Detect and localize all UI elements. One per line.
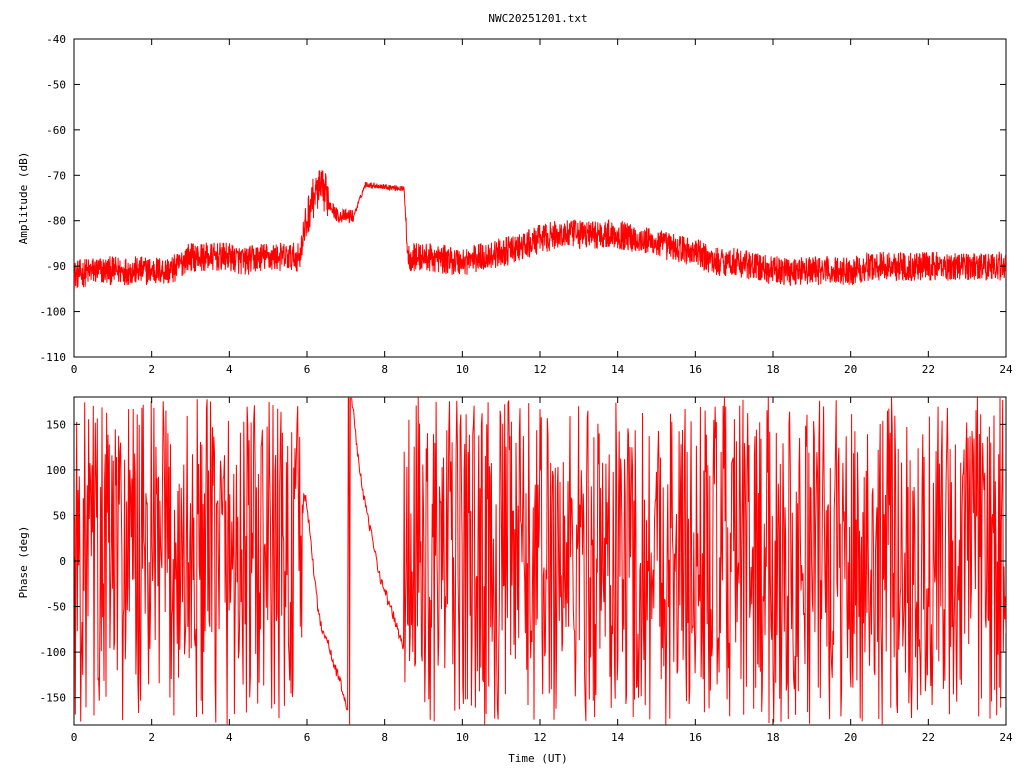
time-axis-title: Time (UT) <box>508 752 568 765</box>
phase-x-tick-label: 18 <box>766 731 779 744</box>
phase-x-tick-label: 8 <box>381 731 388 744</box>
phase-y-tick-label: -100 <box>40 646 67 659</box>
amplitude-x-tick-label: 22 <box>922 363 935 376</box>
phase-x-tick-label: 12 <box>533 731 546 744</box>
phase-series-line <box>74 397 1006 725</box>
amplitude-x-tick-label: 8 <box>381 363 388 376</box>
phase-x-tick-label: 10 <box>456 731 469 744</box>
phase-y-tick-label: -50 <box>46 601 66 614</box>
phase-y-tick-label: 150 <box>46 418 66 431</box>
amplitude-x-tick-label: 10 <box>456 363 469 376</box>
amplitude-x-tick-label: 18 <box>766 363 779 376</box>
phase-y-tick-label: 50 <box>53 509 66 522</box>
amplitude-x-tick-label: 20 <box>844 363 857 376</box>
chart-title: NWC20251201.txt <box>488 12 587 25</box>
phase-x-tick-label: 16 <box>689 731 702 744</box>
amplitude-y-tick-label: -70 <box>46 169 66 182</box>
phase-x-tick-label: 20 <box>844 731 857 744</box>
phase-x-tick-label: 4 <box>226 731 233 744</box>
amplitude-x-tick-label: 24 <box>999 363 1013 376</box>
amplitude-y-tick-label: -100 <box>40 306 67 319</box>
phase-panel: 0 2 4 6 8 10 12 14 16 18 20 22 24-150-100-5005010015… <box>40 396 1013 744</box>
phase-x-tick-label: 24 <box>999 731 1013 744</box>
amplitude-x-tick-label: 2 <box>148 363 155 376</box>
amplitude-plot-frame <box>73 38 1007 358</box>
phase-x-tick-label: 6 <box>304 731 311 744</box>
amplitude-x-tick-label: 4 <box>226 363 233 376</box>
amplitude-y-tick-label: -60 <box>46 124 66 137</box>
amplitude-x-tick-label: 6 <box>304 363 311 376</box>
amplitude-y-tick-label: -80 <box>46 215 66 228</box>
amplitude-x-tick-label: 12 <box>533 363 546 376</box>
amplitude-panel: 0 2 4 6 8 10 12 14 16 18 20 22 24-110-100-90-80-70-6… <box>40 33 1013 376</box>
amplitude-x-tick-label: 0 <box>71 363 78 376</box>
phase-x-tick-label: 0 <box>71 731 78 744</box>
phase-y-tick-label: 100 <box>46 464 66 477</box>
amplitude-x-tick-label: 16 <box>689 363 702 376</box>
amplitude-series-line <box>74 169 1006 290</box>
amplitude-axis-title: Amplitude (dB) <box>17 152 30 245</box>
phase-axis-title: Phase (deg) <box>17 526 30 599</box>
phase-x-tick-label: 14 <box>611 731 625 744</box>
amplitude-y-tick-label: -110 <box>40 351 67 364</box>
phase-x-tick-label: 2 <box>148 731 155 744</box>
amplitude-y-tick-label: -90 <box>46 260 66 273</box>
amplitude-x-tick-label: 14 <box>611 363 625 376</box>
phase-y-tick-label: 0 <box>59 555 66 568</box>
phase-x-tick-label: 22 <box>922 731 935 744</box>
amplitude-y-tick-label: -40 <box>46 33 66 46</box>
amplitude-y-tick-label: -50 <box>46 78 66 91</box>
phase-y-tick-label: -150 <box>40 692 67 705</box>
